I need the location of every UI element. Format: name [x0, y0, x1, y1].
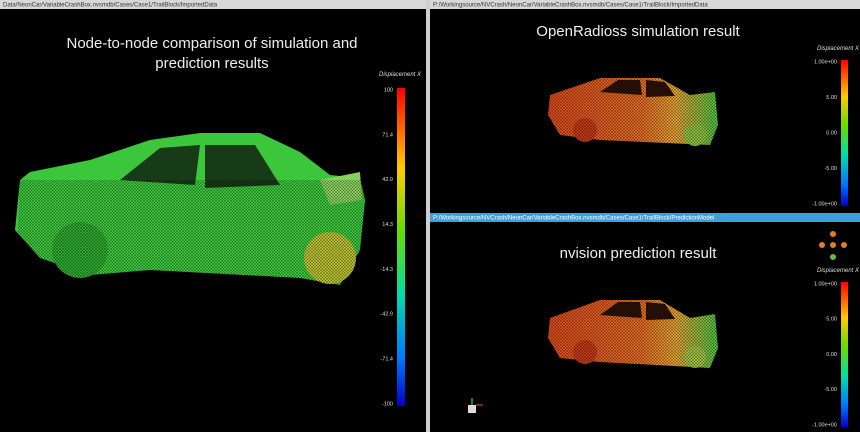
- colorbar-tick: 1.00e+00: [814, 281, 837, 287]
- colorbar-tick: 1.00e+00: [814, 59, 837, 65]
- colorbar-tick: 5.00: [826, 95, 837, 101]
- colorbar-tick: 0.00: [826, 352, 837, 358]
- divider: [426, 0, 430, 432]
- panel-title: Node-to-node comparison of simulation an…: [67, 35, 358, 72]
- path-text: P:/Workingsource/NVCrash/NeonCar/Variabl…: [433, 3, 708, 9]
- colorbar-label: Displacement X: [817, 46, 860, 52]
- colorbar-tick: 5.00: [826, 317, 837, 323]
- view-cube[interactable]: [819, 231, 847, 260]
- colorbar-label: Displacement X: [817, 268, 860, 274]
- colorbar-tick: 100: [384, 87, 393, 93]
- colorbar-tick: -71.4: [380, 357, 393, 363]
- panel-title: nvision prediction result: [560, 245, 718, 262]
- colorbar-tick: -1.00e+00: [812, 422, 837, 428]
- path-text: P:/Workingsource/NVCrash/NeonCar/Variabl…: [433, 216, 714, 222]
- active-bar: [430, 213, 860, 222]
- colorbar-tick: -5.00: [824, 166, 837, 172]
- colorbar-tick: -1.00e+00: [812, 201, 837, 207]
- colorbar-tick: 14.3: [382, 222, 393, 228]
- colorbar-tick: 71.4: [382, 132, 393, 138]
- path-text: Data/NeonCar/VariableCrashBox.nvsmdb/Cas…: [3, 3, 218, 9]
- colorbar-tick: -5.00: [824, 387, 837, 393]
- colorbar-tick: -14.3: [380, 267, 393, 273]
- axis-triad: [468, 398, 483, 413]
- car-model: [15, 133, 365, 285]
- colorbar-tick: 0.00: [826, 130, 837, 136]
- colorbar: [397, 88, 405, 406]
- colorbar: [841, 60, 848, 206]
- colorbar: [841, 282, 848, 427]
- panel-title: OpenRadioss simulation result: [536, 23, 740, 40]
- colorbar-tick: -100: [382, 401, 393, 407]
- colorbar-tick: -42.9: [380, 312, 393, 318]
- car-model: [548, 300, 718, 368]
- car-model: [548, 78, 718, 146]
- colorbar-label: Displacement X: [379, 72, 422, 78]
- colorbar-tick: 42.9: [382, 177, 393, 183]
